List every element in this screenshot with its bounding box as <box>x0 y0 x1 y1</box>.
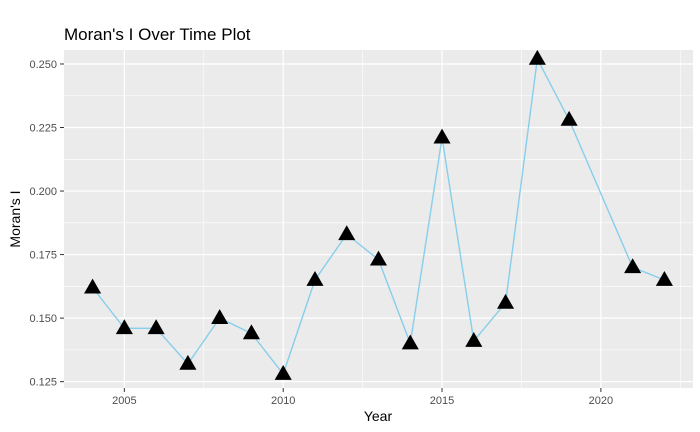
data-point-triangle <box>115 319 133 335</box>
y-tick-label: 0.125 <box>29 377 57 389</box>
data-point-triangle <box>433 128 451 144</box>
data-point-triangle <box>369 250 388 266</box>
data-points <box>84 49 673 380</box>
data-point-triangle <box>211 309 229 324</box>
plot-panel <box>64 50 693 388</box>
data-point-triangle <box>655 270 673 286</box>
data-point-triangle <box>274 365 292 380</box>
x-tick-label: 2005 <box>112 395 136 407</box>
data-point-triangle <box>147 319 165 335</box>
x-tick-label: 2020 <box>589 395 613 407</box>
y-tick-label: 0.200 <box>29 186 57 198</box>
data-point-triangle <box>179 354 197 370</box>
x-axis-title: Year <box>364 408 393 424</box>
minor-gridlines <box>64 50 693 388</box>
y-tick-label: 0.250 <box>29 59 57 71</box>
chart-title: Moran's I Over Time Plot <box>64 25 251 44</box>
y-axis-title: Moran's I <box>7 190 23 247</box>
series-line <box>92 58 665 375</box>
data-point-triangle <box>338 225 356 241</box>
major-gridlines <box>64 50 693 388</box>
x-tick-label: 2015 <box>430 395 454 407</box>
data-point-triangle <box>306 270 324 286</box>
x-tick-label: 2010 <box>271 395 295 407</box>
data-point-triangle <box>401 334 419 350</box>
data-point-triangle <box>84 278 102 294</box>
y-tick-label: 0.175 <box>29 250 57 262</box>
data-point-triangle <box>497 293 515 309</box>
y-tick-label: 0.225 <box>29 123 57 135</box>
data-point-triangle <box>465 331 483 347</box>
y-tick-label: 0.150 <box>29 313 57 325</box>
data-point-triangle <box>242 324 260 340</box>
data-point-triangle <box>560 110 578 126</box>
axis-ticks: 2005 2010 2015 2020 0.125 0.150 0.175 0.200 0.22… <box>29 59 613 407</box>
series-moran <box>92 58 665 375</box>
data-point-triangle <box>528 49 546 65</box>
data-point-triangle <box>624 258 642 274</box>
